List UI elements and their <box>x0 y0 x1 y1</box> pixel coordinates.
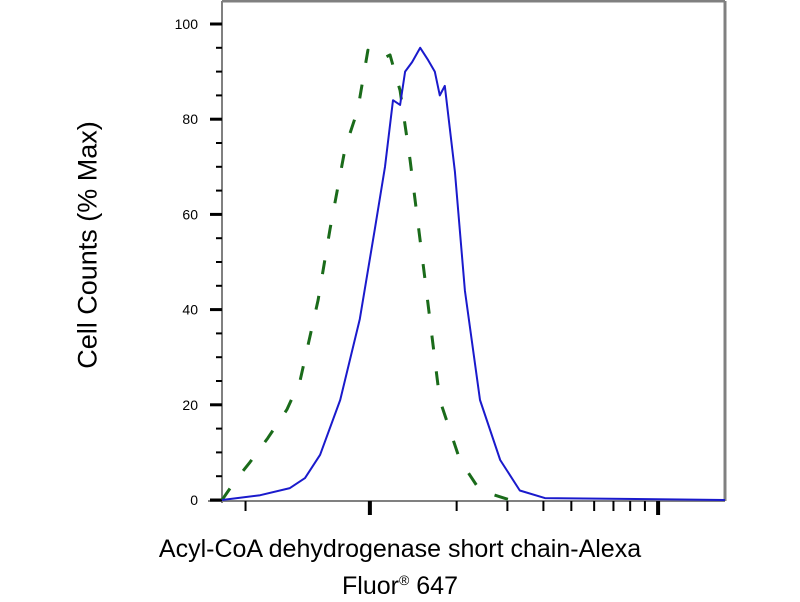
registered-mark: ® <box>398 572 410 588</box>
y-axis-label: Cell Counts (% Max) <box>72 121 103 369</box>
y-tick-label: 0 <box>190 492 198 508</box>
y-tick-label: 60 <box>182 206 198 222</box>
y-tick-label: 80 <box>182 111 198 127</box>
x-axis-label-fluor: Fluor <box>342 572 399 600</box>
series-control-line <box>220 48 511 502</box>
y-tick-label: 20 <box>182 397 198 413</box>
y-axis: 0 20 40 60 80 100 <box>175 16 222 508</box>
x-axis <box>244 501 661 515</box>
series-sample-line <box>221 46 726 501</box>
series-group <box>220 46 726 502</box>
y-tick-label: 40 <box>182 302 198 318</box>
x-axis-label: Acyl-CoA dehydrogenase short chain-Alexa… <box>0 534 800 602</box>
x-axis-label-line2: Fluor® 647 <box>0 565 800 602</box>
plot-frame <box>208 0 727 503</box>
y-tick-label: 100 <box>175 16 199 32</box>
x-axis-label-line1: Acyl-CoA dehydrogenase short chain-Alexa <box>158 535 642 563</box>
x-axis-label-647: 647 <box>409 572 458 600</box>
